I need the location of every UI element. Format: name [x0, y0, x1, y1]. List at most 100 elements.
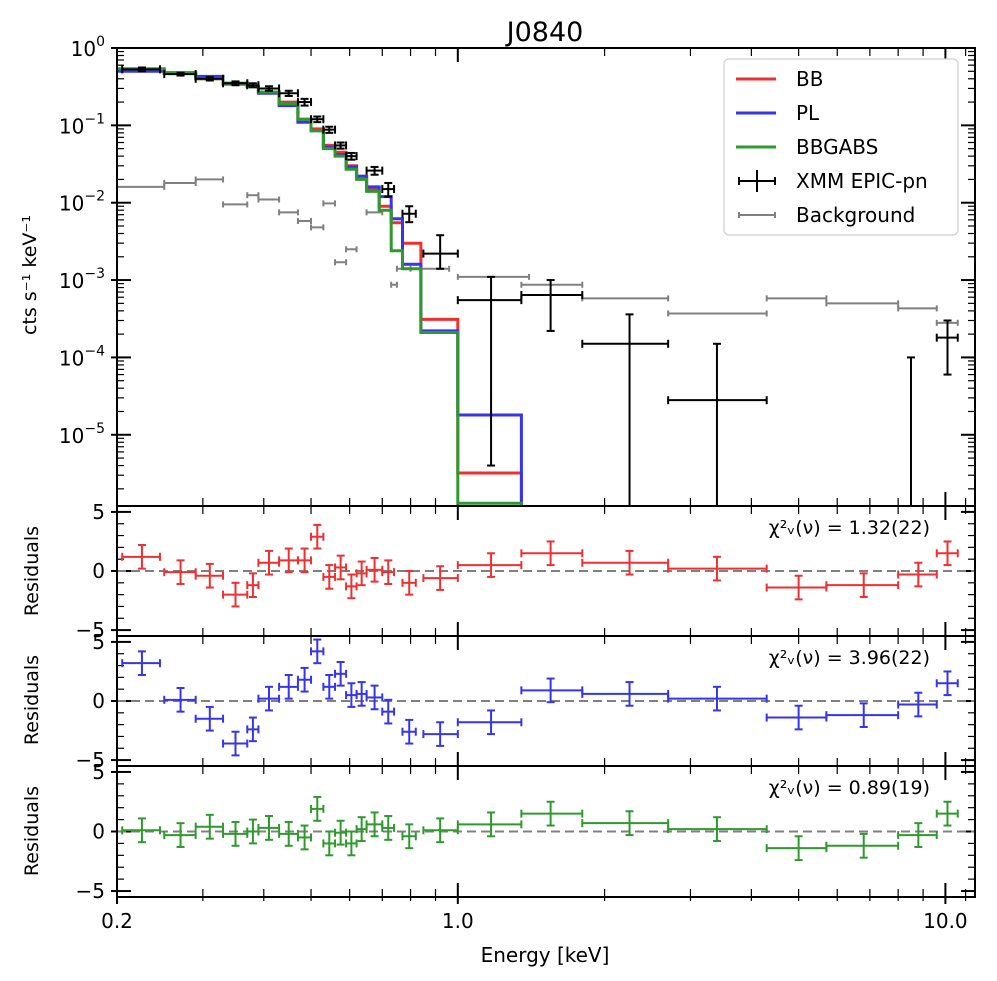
residual-point	[365, 557, 384, 583]
residual-point	[422, 721, 459, 747]
residual-point	[121, 544, 161, 570]
residual-point	[222, 581, 249, 608]
residual-series-pl	[121, 638, 959, 757]
residual-point	[322, 830, 337, 857]
residual-point	[194, 705, 225, 732]
data-point	[365, 165, 384, 176]
res-y-tick-label: −5	[76, 618, 105, 642]
residual-point	[401, 718, 417, 745]
y-tick-label: 100	[71, 34, 105, 61]
residual-point	[246, 572, 260, 598]
residual-pl-y-axis-label: Residuals	[21, 655, 43, 745]
residual-point	[296, 666, 313, 693]
residual-series-bb	[121, 523, 959, 608]
residual-point	[222, 730, 249, 757]
res-y-tick-label: −5	[76, 748, 105, 772]
data-point	[520, 279, 584, 332]
chi2-annotation: χ²ᵥ(ν) = 1.32(22)	[769, 517, 930, 539]
y-tick-label: 10−4	[59, 343, 105, 370]
plot-layer: 0.2 1.0 10.0 100 10−1 10−2 10−3 10−4 10−5 BB PL BBG…	[59, 34, 976, 933]
residual-point	[422, 565, 459, 591]
data-point	[278, 89, 299, 98]
residual-point	[581, 549, 670, 576]
residual-point	[355, 816, 368, 843]
residual-point	[278, 547, 299, 574]
residual-point	[334, 819, 348, 846]
residual-point	[667, 685, 768, 712]
residual-point	[163, 822, 197, 848]
data-point	[257, 84, 281, 93]
legend-label: XMM EPIC-pn	[796, 169, 928, 193]
data-point	[310, 115, 325, 124]
data-point	[422, 234, 459, 270]
residual-bb-y-axis-label: Residuals	[21, 526, 43, 616]
residual-point	[322, 564, 337, 590]
residual-point	[310, 523, 325, 550]
res-y-tick-label: 5	[92, 500, 105, 524]
residual-point	[765, 704, 828, 731]
residual-point	[667, 816, 768, 843]
residual-point	[897, 561, 938, 588]
data-point	[334, 141, 348, 150]
residual-point	[765, 574, 828, 601]
residual-point	[897, 691, 938, 718]
residual-point	[246, 818, 260, 845]
residual-point	[222, 820, 249, 847]
residual-point	[278, 820, 299, 847]
residual-point	[278, 674, 299, 700]
residual-point	[520, 540, 584, 567]
chi2-annotation: χ²ᵥ(ν) = 0.89(19)	[769, 777, 930, 799]
residual-point	[322, 674, 337, 700]
residual-point	[456, 811, 523, 838]
residual-point	[246, 716, 260, 743]
legend-label: PL	[796, 101, 820, 125]
legend-label: Background	[796, 203, 915, 227]
x-tick-label: 0.2	[101, 909, 133, 933]
residual-point	[121, 817, 161, 844]
y-tick-label: 10−2	[59, 189, 105, 216]
residual-point	[121, 650, 161, 676]
spectrum-y-axis-label: cts s⁻¹ keV⁻¹	[19, 215, 41, 335]
res-y-tick-label: 0	[92, 559, 105, 583]
residual-point	[345, 573, 358, 600]
data-series	[121, 65, 959, 506]
legend-label: BB	[796, 67, 823, 91]
chart-title: J0840	[505, 17, 584, 48]
residual-bbgabs-y-axis-label: Residuals	[21, 786, 43, 876]
chi2-annotation: χ²ᵥ(ν) = 3.96(22)	[769, 647, 930, 669]
y-tick-label: 10−5	[59, 421, 105, 448]
residual-point	[581, 810, 670, 837]
data-point	[296, 97, 313, 107]
legend-label: BBGABS	[796, 135, 878, 159]
residual-point	[345, 682, 358, 708]
residual-point	[163, 687, 197, 713]
res-y-tick-label: −5	[76, 879, 105, 903]
residual-point	[257, 685, 281, 712]
residual-point	[355, 560, 368, 587]
residual-point	[581, 681, 670, 707]
axes-frame-3	[116, 765, 976, 898]
residual-point	[825, 702, 900, 728]
residual-point	[667, 555, 768, 582]
residual-point	[296, 824, 313, 851]
residual-point	[365, 684, 384, 711]
y-tick-label: 10−3	[59, 266, 105, 293]
residual-point	[520, 677, 584, 704]
legend-frame	[723, 58, 959, 236]
data-point	[906, 356, 915, 506]
residual-point	[381, 559, 396, 585]
residual-point	[296, 547, 313, 574]
residual-point	[456, 552, 523, 578]
residual-point	[345, 830, 358, 857]
data-point	[246, 81, 260, 90]
residual-point	[310, 795, 325, 822]
x-axis-label: Energy [keV]	[481, 943, 610, 967]
residual-point	[935, 670, 959, 697]
residual-point	[825, 572, 900, 598]
residual-point	[456, 709, 523, 736]
residual-point	[765, 835, 828, 862]
residual-point	[935, 800, 959, 827]
data-point	[381, 181, 396, 198]
residual-point	[310, 638, 325, 665]
